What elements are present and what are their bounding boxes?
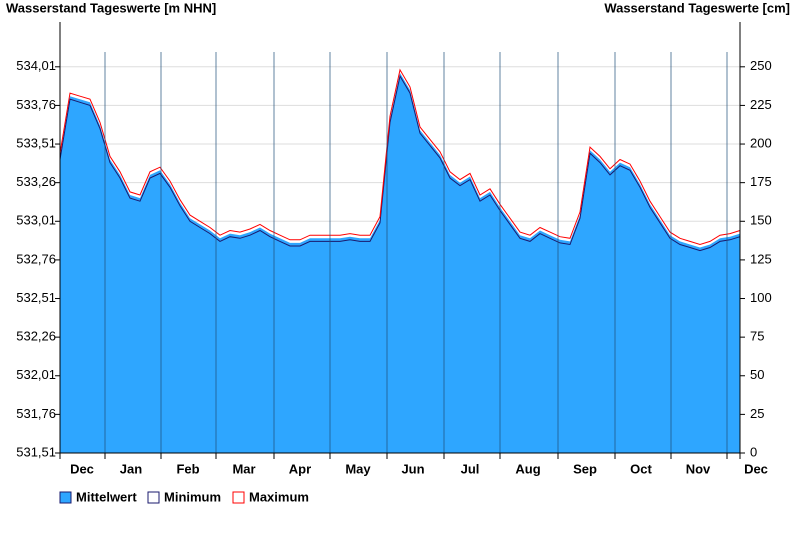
y2-tick-label: 175 <box>750 174 772 189</box>
y-tick-label: 534,01 <box>16 58 56 73</box>
x-tick-label: Apr <box>289 461 311 476</box>
y2-tick-label: 225 <box>750 97 772 112</box>
y2-tick-label: 100 <box>750 290 772 305</box>
legend-label: Minimum <box>164 489 221 504</box>
y-tick-label: 531,51 <box>16 444 56 459</box>
y-tick-label: 532,76 <box>16 251 56 266</box>
legend-swatch <box>59 491 72 504</box>
x-tick-label: Nov <box>686 461 711 476</box>
x-tick-label: Jul <box>461 461 480 476</box>
x-tick-label: Dec <box>744 461 768 476</box>
legend-swatch <box>147 491 160 504</box>
y2-tick-label: 250 <box>750 58 772 73</box>
y2-tick-label: 0 <box>750 444 757 459</box>
y2-tick-label: 75 <box>750 329 764 344</box>
x-tick-label: May <box>345 461 371 476</box>
y-tick-label: 533,01 <box>16 213 56 228</box>
y-tick-label: 533,26 <box>16 174 56 189</box>
axes: 531,51 531,76 532,01 532,26 532,51 532,76 533,… <box>16 22 772 476</box>
legend: Mittelwert Minimum Maximum <box>59 489 309 504</box>
plot <box>59 52 741 453</box>
x-tick-label: Oct <box>630 461 652 476</box>
line <box>59 74 741 252</box>
x-tick-label: Jun <box>401 461 424 476</box>
y2-tick-label: 125 <box>750 251 772 266</box>
y2-tick-label: 25 <box>750 406 764 421</box>
y-tick-label: 531,76 <box>16 406 56 421</box>
y-tick-label: 533,51 <box>16 135 56 150</box>
x-tick-label: Mar <box>232 461 255 476</box>
x-tick-label: Aug <box>515 461 540 476</box>
y-tick-label: 532,26 <box>16 329 56 344</box>
x-tick-label: Sep <box>573 461 597 476</box>
y-tick-label: 532,01 <box>16 367 56 382</box>
y-tick-label: 533,76 <box>16 97 56 112</box>
x-tick-label: Jan <box>120 461 142 476</box>
line <box>59 68 741 246</box>
right-axis-title: Wasserstand Tageswerte [cm] <box>604 0 790 15</box>
legend-label: Maximum <box>249 489 309 504</box>
left-axis-title: Wasserstand Tageswerte [m NHN] <box>6 0 216 15</box>
x-tick-label: Feb <box>176 461 199 476</box>
y-tick-label: 532,51 <box>16 290 56 305</box>
y2-tick-label: 50 <box>750 367 764 382</box>
legend-label: Mittelwert <box>76 489 137 504</box>
legend-swatch <box>232 491 245 504</box>
y2-tick-label: 150 <box>750 213 772 228</box>
x-tick-label: Dec <box>70 461 94 476</box>
y2-tick-label: 200 <box>750 135 772 150</box>
area <box>60 73 740 453</box>
